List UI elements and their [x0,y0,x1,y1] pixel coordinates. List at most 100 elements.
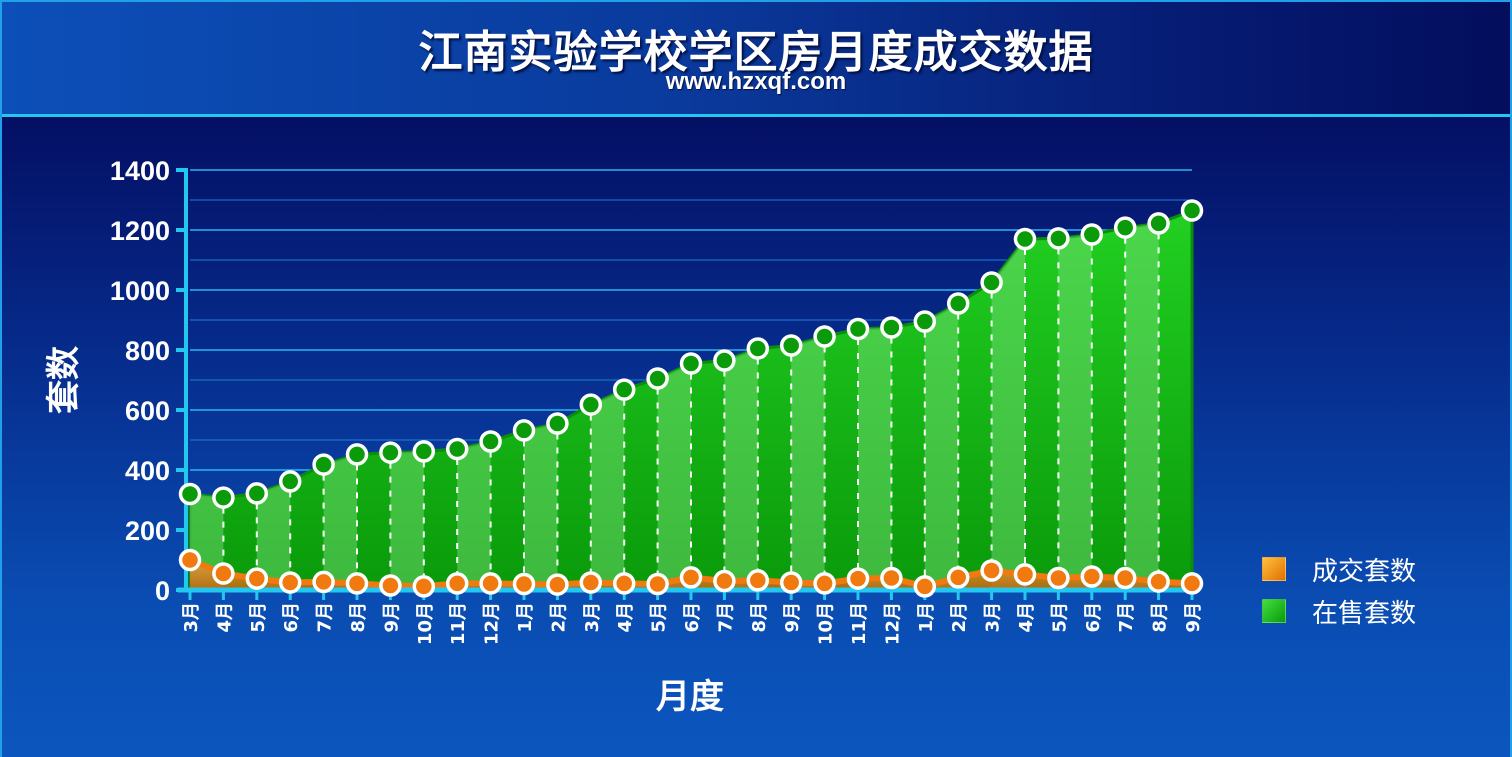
x-tick-label: 7月 [315,602,336,633]
deals-point [412,575,436,598]
x-tick-label: 6月 [281,602,302,633]
listings-band [1125,223,1159,590]
listings-point [1113,216,1137,239]
y-tick-label: 200 [125,516,170,546]
x-tick-label: 6月 [1083,602,1104,633]
deals-point [278,571,302,594]
legend: 成交套数 在售套数 [1262,548,1416,632]
deals-point [479,572,502,595]
x-tick-label: 10月 [415,602,436,645]
listings-point [312,453,335,476]
deals-point [646,572,669,596]
x-tick-label: 9月 [381,602,402,633]
x-tick-label: 12月 [482,602,503,645]
listings-band [590,389,625,590]
x-tick-label: 5月 [248,602,269,633]
listings-point [245,482,269,505]
listings-point [1180,199,1204,222]
listings-point [813,325,836,348]
x-tick-label: 11月 [448,602,469,645]
deals-point [245,567,269,590]
x-tick-label: 9月 [782,602,803,633]
listings-point [345,443,369,466]
listings-point [1013,227,1037,251]
header: 江南实验学校学区房月度成交数据 www.hzxqf.com [2,2,1510,117]
deals-point [1013,563,1037,586]
deals-point [445,572,469,595]
listings-band [791,336,825,590]
x-tick-label: 6月 [682,602,703,633]
x-tick-label: 9月 [1183,602,1204,633]
listings-band [858,327,892,590]
y-tick-label: 1200 [110,216,170,246]
legend-item-listings: 在售套数 [1262,590,1416,632]
listings-point [512,419,536,442]
listings-band [991,239,1025,590]
deals-point [345,572,369,595]
listings-band [657,363,691,590]
y-tick-label: 600 [125,396,170,426]
listings-point [946,292,970,315]
x-tick-label: 1月 [916,602,937,633]
listings-band [256,481,291,590]
listings-point [846,317,870,341]
listings-band [524,423,558,590]
deals-point [512,572,536,596]
listings-band [924,303,959,590]
deals-point [913,575,937,598]
legend-swatch-deals [1262,557,1286,581]
listings-point [212,486,235,509]
y-axis-title: 套数 [44,346,84,414]
listings-point [713,349,736,372]
deals-point [1113,566,1137,590]
listings-band [457,441,491,590]
website-subtitle: www.hzxqf.com [665,68,847,95]
deals-point [813,572,836,595]
x-tick-label: 8月 [348,602,369,633]
x-tick-label: 3月 [983,602,1004,633]
y-tick-label: 400 [125,456,170,486]
deals-point [312,570,335,594]
deals-point [746,569,770,592]
listings-point [779,334,803,357]
listings-point [679,352,703,375]
y-tick-label: 0 [155,576,170,606]
x-tick-label: 3月 [181,602,202,633]
chart-title: 江南实验学校学区房月度成交数据 [418,27,1094,78]
listings-point [880,316,903,339]
listings-band [724,348,758,590]
deals-point [546,573,569,596]
listings-point [412,440,436,463]
deals-point [1080,565,1104,588]
x-tick-label: 2月 [949,602,970,633]
x-tick-label: 3月 [582,602,603,633]
deals-point [178,548,202,572]
deals-point [946,566,970,589]
x-axis-title: 月度 [656,677,724,717]
deals-point [980,559,1003,582]
listings-point [1080,223,1104,246]
listings-point [612,378,636,401]
x-tick-label: 1月 [515,602,536,633]
y-tick-label: 1000 [110,276,170,306]
deals-point [1147,570,1170,593]
listings-point [546,412,569,435]
listings-band [1058,234,1092,590]
deals-point [880,566,903,590]
deals-point [679,566,703,589]
listings-point [646,367,669,390]
listings-point [1047,227,1070,250]
deals-point [713,569,736,593]
deals-point [612,572,636,595]
x-tick-label: 4月 [214,602,235,633]
listings-point [278,470,302,493]
legend-label-listings: 在售套数 [1312,598,1417,629]
deals-point [379,574,402,597]
x-tick-label: 7月 [715,602,736,633]
listings-point [178,482,202,506]
x-tick-label: 2月 [548,602,569,633]
legend-label-deals: 成交套数 [1312,556,1417,587]
listings-point [1147,212,1170,235]
